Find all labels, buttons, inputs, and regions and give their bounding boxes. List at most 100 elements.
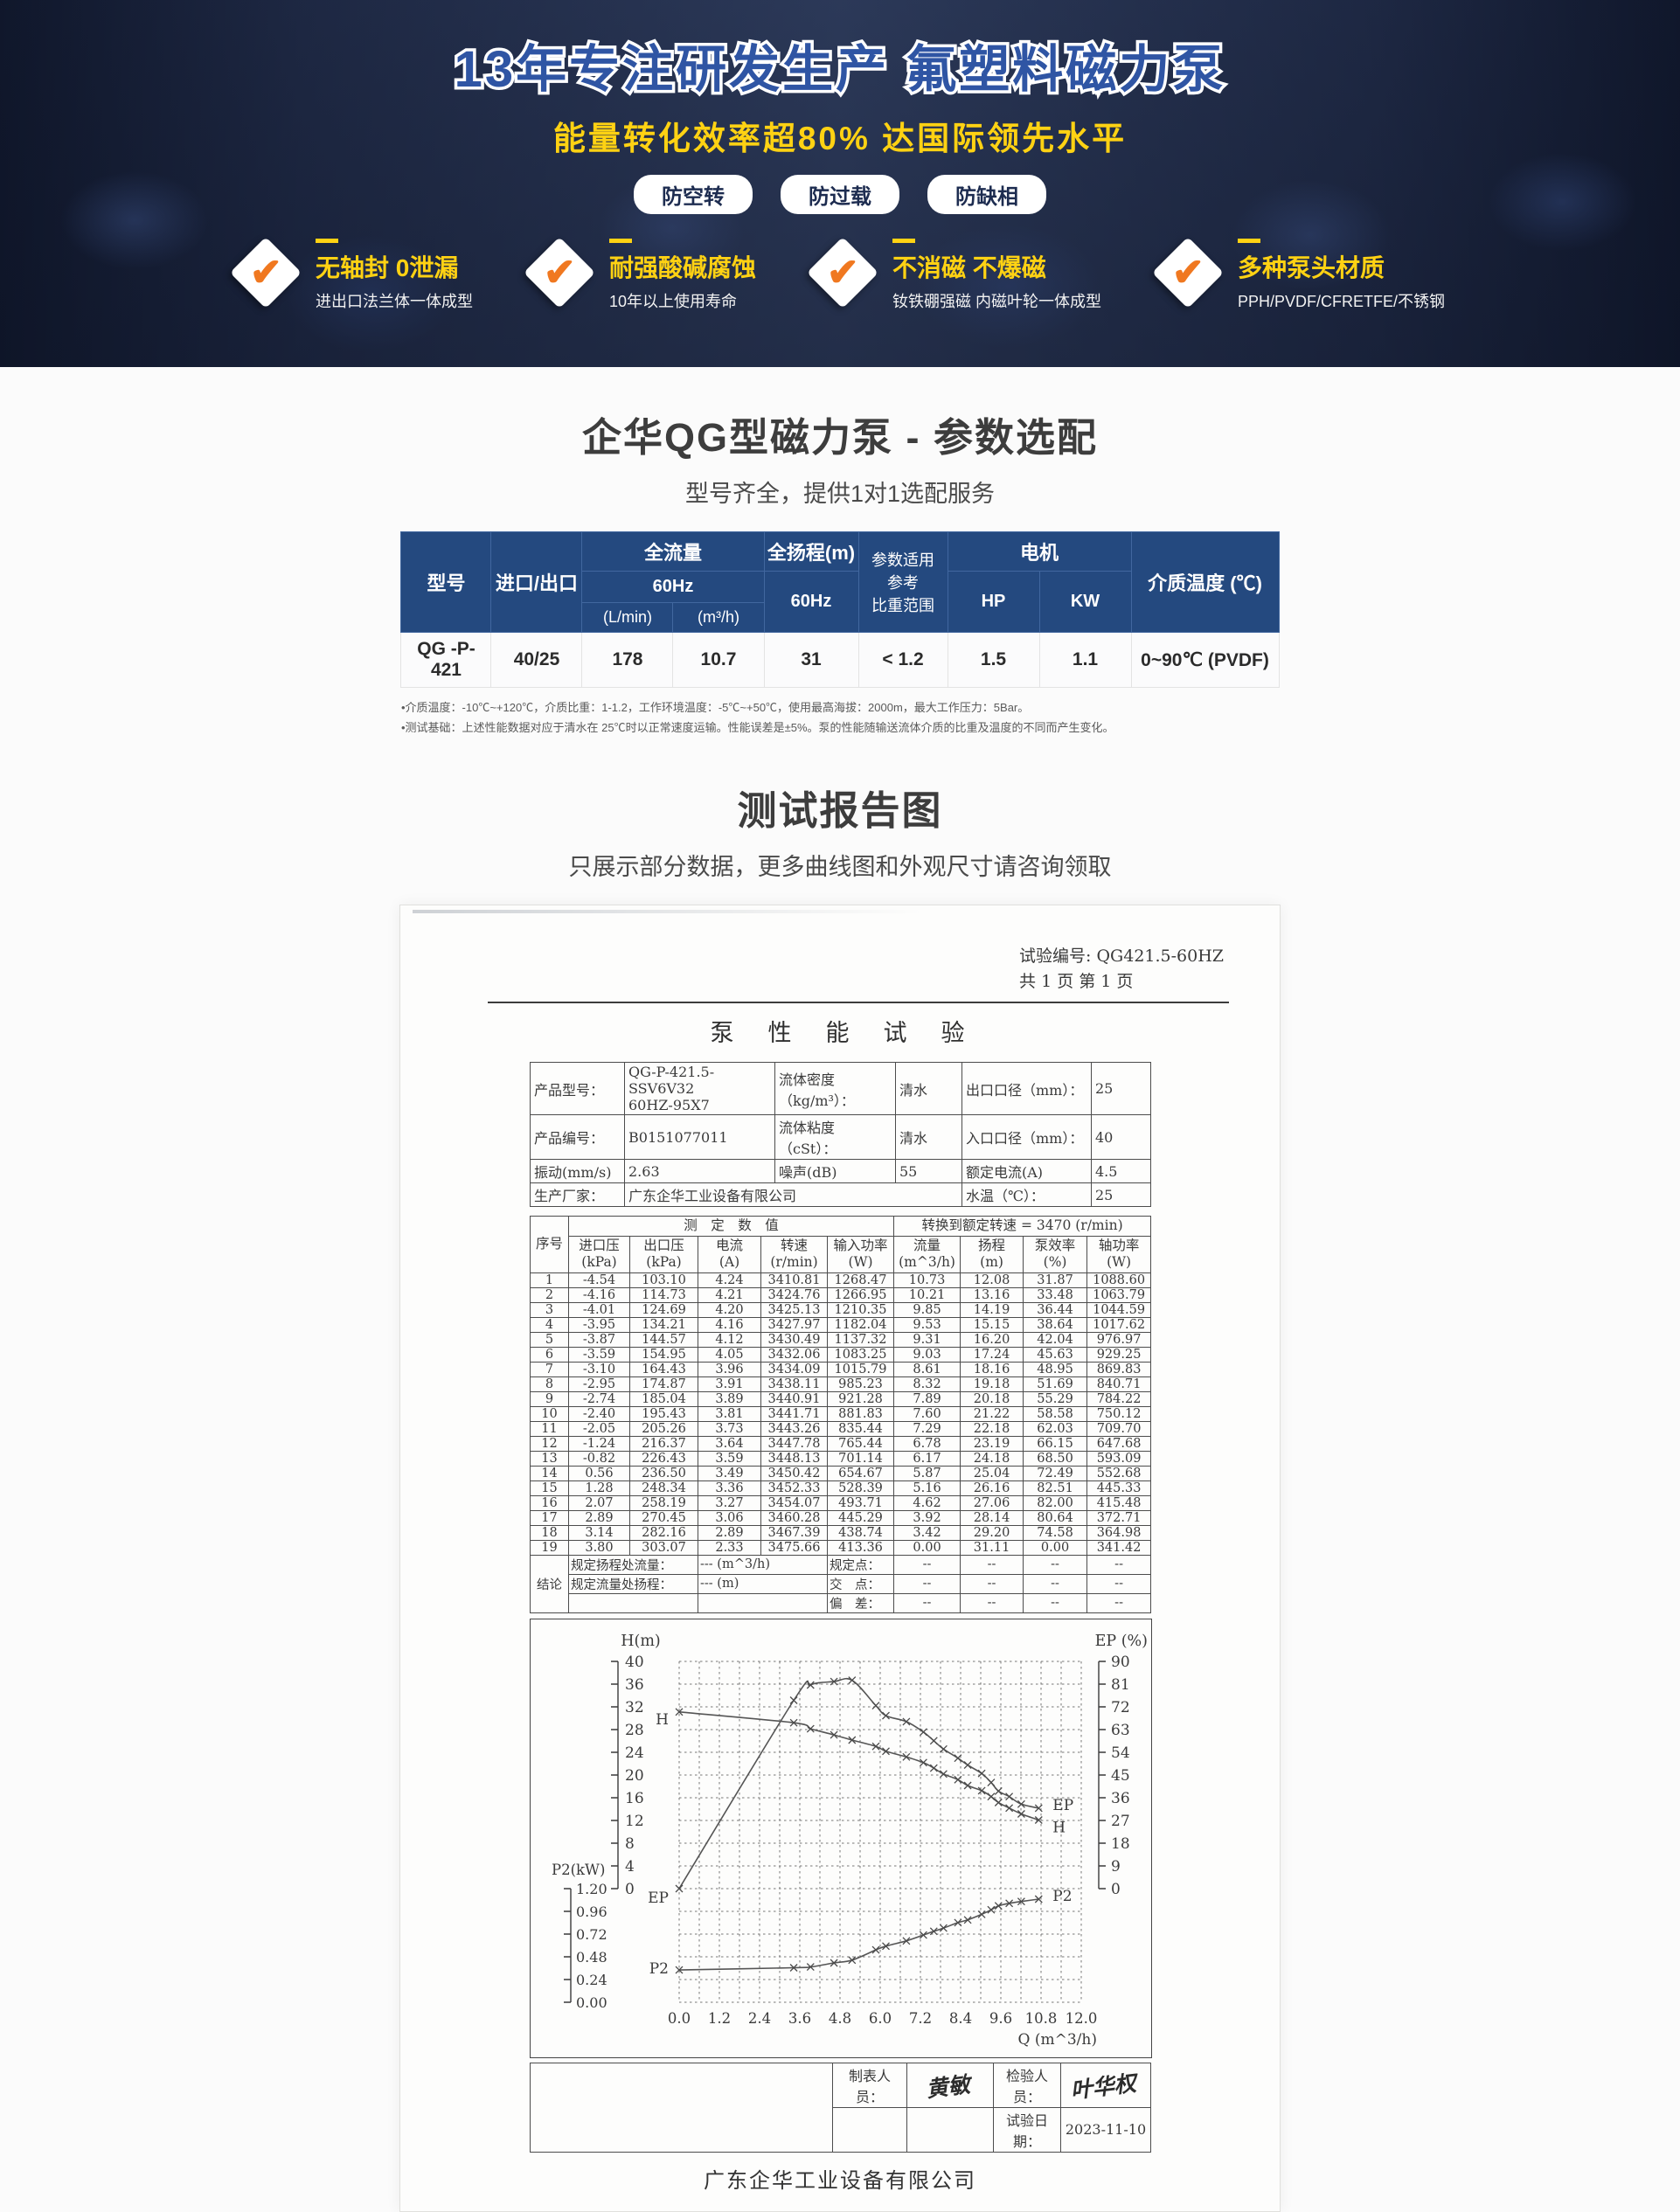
measurement-cell: 20.18	[960, 1390, 1024, 1407]
info-value: B0151077011	[624, 1114, 775, 1161]
measurement-cell: 38.64	[1023, 1316, 1088, 1333]
header-head-freq: 60Hz	[763, 571, 859, 633]
measurement-cell: 33.48	[1023, 1286, 1088, 1303]
measurement-cell: 4.21	[698, 1286, 761, 1303]
parameter-row: QG -P-421 40/25 178 10.7 31 < 1.2 1.5 1.…	[400, 632, 1280, 688]
feature-desc: 钕铁硼强磁 内磁叶轮一体成型	[892, 293, 1101, 310]
measurement-cell: 765.44	[826, 1435, 895, 1452]
value-model: QG -P-421	[400, 632, 492, 688]
measurement-cell: 2.89	[698, 1524, 761, 1541]
conclusion-cell: --	[1023, 1573, 1088, 1594]
measurement-row: 6 -3.59 154.95 4.05 3432.06 1083.25 9.03 17.24 4…	[530, 1346, 1152, 1363]
measurement-cell: 0.00	[893, 1539, 961, 1556]
measurement-cell: 13	[530, 1450, 569, 1467]
conclusion-cell: 规定点：	[826, 1554, 895, 1575]
h-axis-tick: 32	[625, 1699, 644, 1716]
measurement-cell: 3425.13	[760, 1301, 828, 1318]
ep-axis-tick: 90	[1111, 1654, 1130, 1671]
info-row: 产品型号： QG-P-421.5-SSV6V32 60HZ-95X7 流体密度（…	[530, 1062, 1151, 1116]
measurement-cell: 2.89	[568, 1509, 630, 1526]
measurement-cell: 8.61	[893, 1361, 961, 1377]
measurement-row: 4 -3.95 134.21 4.16 3427.97 1182.04 9.53 15.15 3…	[530, 1316, 1152, 1333]
measurement-cell: 3460.28	[760, 1509, 828, 1526]
header-medium-temp: 介质温度 (℃)	[1130, 531, 1280, 633]
measurement-cell: 226.43	[629, 1450, 698, 1467]
header-inlet-pressure: 进口压 (kPa)	[568, 1235, 630, 1273]
curve-label-P2: P2	[649, 1960, 669, 1978]
measurement-cell: 5.87	[893, 1465, 961, 1481]
report-header-right: 试验编号: QG421.5-60HZ 共 1 页 第 1 页	[1019, 944, 1224, 995]
header-kw: KW	[1038, 571, 1132, 633]
performance-chart-box: 40 36 32 28 24 20 16 12 8 4 0 H(m) 90 81 72 63 54 45 36 27 1…	[530, 1618, 1152, 2058]
measurement-cell: -3.10	[568, 1361, 630, 1377]
measurement-cell: -2.74	[568, 1390, 630, 1407]
h-axis-tick: 8	[625, 1835, 635, 1853]
p2-axis-tick: 0.72	[576, 1926, 607, 1943]
measurement-cell: 42.04	[1023, 1331, 1088, 1348]
curve-label-EP: EP	[1052, 1796, 1073, 1813]
ep-axis-tick: 0	[1111, 1881, 1121, 1898]
accent-dash	[1238, 239, 1260, 243]
measurement-row: 12 -1.24 216.37 3.64 3447.78 765.44 6.78 23.19 6…	[530, 1435, 1152, 1452]
measurement-cell: 1210.35	[826, 1301, 895, 1318]
ep-axis-tick: 63	[1111, 1722, 1130, 1739]
measurement-cell: 1044.59	[1086, 1301, 1152, 1318]
p2-axis-tick: 0.24	[576, 1972, 607, 1988]
p2-axis	[564, 1887, 572, 2003]
measurement-cell: 3410.81	[760, 1272, 828, 1288]
info-value: 25	[1091, 1182, 1151, 1208]
header-shaft-power: 轴功率 (W)	[1086, 1235, 1152, 1273]
measurement-cell: 62.03	[1023, 1420, 1088, 1437]
info-value: 清水	[895, 1062, 962, 1116]
conclusion-cell: --	[1086, 1573, 1152, 1594]
parameter-table: 型号 进口/出口 全流量 全扬程(m) 参数适用 参考 比重范围 电机 介质温度…	[400, 531, 1280, 688]
measurement-cell: 8	[530, 1376, 569, 1392]
measurement-cell: 31.11	[960, 1539, 1024, 1556]
measurement-cell: 881.83	[826, 1405, 895, 1422]
info-label: 出口口径（mm）：	[961, 1062, 1092, 1116]
measurement-cell: -1.24	[568, 1435, 630, 1452]
measurement-cell: 593.09	[1086, 1450, 1152, 1467]
feature-title: 多种泵头材质	[1238, 254, 1385, 281]
info-value: 广东企华工业设备有限公司	[624, 1182, 962, 1208]
h-axis-tick: 40	[625, 1654, 644, 1671]
measurement-cell: 14.19	[960, 1301, 1024, 1318]
info-label: 流体粘度（cSt）：	[774, 1114, 896, 1161]
p2-axis-title: P2(kW)	[552, 1862, 605, 1878]
value-gravity: < 1.2	[857, 632, 948, 688]
measurement-cell: 3.27	[698, 1494, 761, 1511]
measurement-cell: 3434.09	[760, 1361, 828, 1377]
measurement-cell: 7.29	[893, 1420, 961, 1437]
badge-row: 防空转 防过载 防缺相	[0, 175, 1680, 214]
ep-axis-tick: 27	[1111, 1813, 1130, 1830]
measurement-cell: 372.71	[1086, 1509, 1152, 1526]
measurement-cell: 9.53	[893, 1316, 961, 1333]
footer-empty-cell	[832, 2106, 907, 2153]
checker-label: 检验人员：	[993, 2062, 1061, 2108]
measurement-cell: 0.56	[568, 1465, 630, 1481]
measurement-cell: 1017.62	[1086, 1316, 1152, 1333]
badge-anti-overload: 防过载	[781, 175, 899, 214]
h-axis-tick: 0	[625, 1881, 635, 1898]
header-converted-group: 转换到额定转速 = 3470 (r/min)	[893, 1216, 1152, 1237]
measurement-cell: 3447.78	[760, 1435, 828, 1452]
measurement-cell: 413.36	[826, 1539, 895, 1556]
feature-title: 耐强酸碱腐蚀	[608, 254, 756, 281]
measurement-cell: 72.49	[1023, 1465, 1088, 1481]
maker-signature: 黄敏	[927, 2070, 974, 2102]
measurement-cell: 3.36	[698, 1480, 761, 1496]
measurement-cell: 4.05	[698, 1346, 761, 1363]
measurement-cell: 3.42	[893, 1524, 961, 1541]
p2-axis-tick: 0.48	[576, 1949, 607, 1966]
measurement-cell: 15.15	[960, 1316, 1024, 1333]
measurement-cell: 29.20	[960, 1524, 1024, 1541]
header-total-flow: 全流量	[581, 531, 765, 572]
measurement-cell: 36.44	[1023, 1301, 1088, 1318]
header-measured-group: 测 定 数 值	[567, 1216, 895, 1237]
feature-title: 无轴封 0泄漏	[315, 254, 459, 281]
parameter-section: 企华QG型磁力泵 - 参数选配 型号齐全，提供1对1选配服务 型号 进口/出口 …	[0, 367, 1680, 738]
header-inlet-outlet: 进口/出口	[490, 531, 583, 633]
badge-anti-phase-loss: 防缺相	[927, 175, 1046, 214]
ep-axis-tick: 45	[1111, 1767, 1130, 1785]
measurement-cell: 341.42	[1086, 1539, 1152, 1556]
